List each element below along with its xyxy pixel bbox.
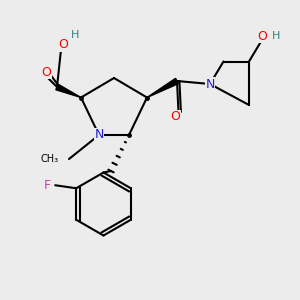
- Text: O: O: [42, 65, 51, 79]
- Text: CH₃: CH₃: [40, 154, 58, 164]
- Text: H: H: [272, 31, 280, 41]
- Text: F: F: [44, 179, 51, 192]
- Text: O: O: [58, 38, 68, 52]
- Text: O: O: [258, 29, 267, 43]
- Polygon shape: [56, 84, 81, 98]
- Text: N: N: [94, 128, 104, 142]
- Polygon shape: [147, 78, 178, 98]
- Text: O: O: [171, 110, 180, 124]
- Text: N: N: [205, 77, 215, 91]
- Text: H: H: [71, 29, 79, 40]
